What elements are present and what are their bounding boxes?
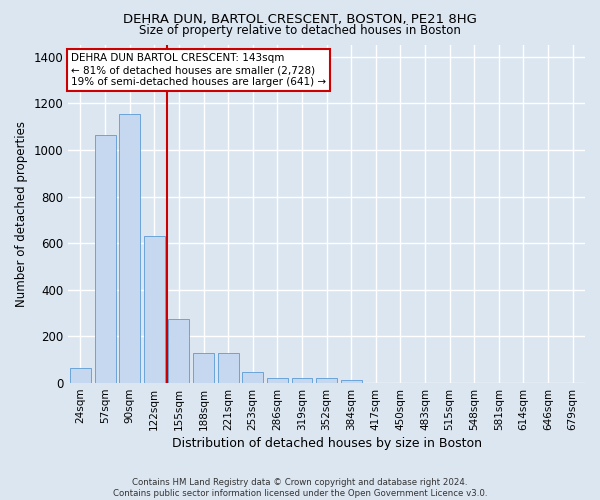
Bar xyxy=(70,368,91,383)
Bar xyxy=(119,114,140,383)
Bar xyxy=(292,378,313,383)
Text: DEHRA DUN BARTOL CRESCENT: 143sqm
← 81% of detached houses are smaller (2,728)
1: DEHRA DUN BARTOL CRESCENT: 143sqm ← 81% … xyxy=(71,54,326,86)
Text: DEHRA DUN, BARTOL CRESCENT, BOSTON, PE21 8HG: DEHRA DUN, BARTOL CRESCENT, BOSTON, PE21… xyxy=(123,12,477,26)
Bar xyxy=(193,353,214,383)
Bar xyxy=(95,135,116,383)
Y-axis label: Number of detached properties: Number of detached properties xyxy=(15,121,28,307)
Text: Size of property relative to detached houses in Boston: Size of property relative to detached ho… xyxy=(139,24,461,37)
Bar xyxy=(169,319,190,383)
Bar xyxy=(267,378,288,383)
Text: Contains HM Land Registry data © Crown copyright and database right 2024.
Contai: Contains HM Land Registry data © Crown c… xyxy=(113,478,487,498)
Bar xyxy=(242,372,263,383)
Bar xyxy=(218,353,239,383)
Bar xyxy=(341,380,362,383)
X-axis label: Distribution of detached houses by size in Boston: Distribution of detached houses by size … xyxy=(172,437,482,450)
Bar xyxy=(316,378,337,383)
Bar xyxy=(144,236,165,383)
